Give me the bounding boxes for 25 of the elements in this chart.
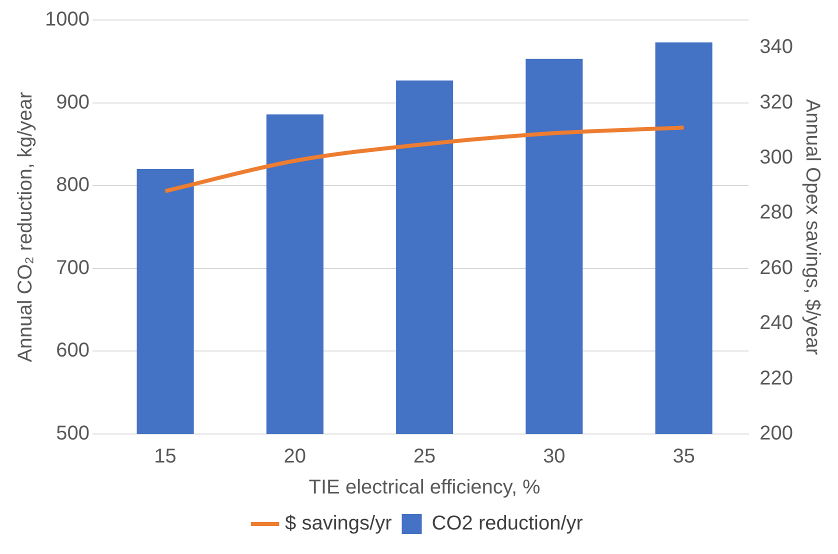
y-tick-label: 800	[56, 174, 90, 196]
legend-label: $ savings/yr	[285, 512, 392, 535]
x-tick-label: 35	[672, 446, 695, 468]
y2-tick-label: 340	[760, 36, 794, 58]
y2-tick-label: 320	[760, 91, 794, 114]
x-tick-label: 25	[413, 446, 436, 468]
x-axis-title: TIE electrical efficiency, %	[308, 476, 541, 499]
y2-tick-label: 260	[760, 256, 794, 279]
y2-tick-label: 280	[760, 202, 794, 224]
y-tick-label: 1000	[44, 8, 90, 31]
x-tick-label: 15	[154, 446, 176, 468]
y-tick-label: 900	[56, 91, 90, 114]
x-tick-label: 20	[284, 446, 306, 468]
y2-tick-label: 220	[760, 367, 794, 390]
x-tick-label: 30	[543, 446, 566, 468]
y-tick-label: 500	[56, 422, 90, 445]
legend-label: CO2 reduction/yr	[432, 512, 584, 535]
line-series	[163, 126, 686, 194]
y2-tick-label: 200	[760, 422, 794, 445]
y2-tick-label: 240	[760, 312, 794, 334]
y-axis-title: Annual CO₂ reduction, kg/year	[14, 92, 37, 362]
y-tick-label: 700	[56, 256, 90, 279]
y2-tick-label: 300	[760, 146, 794, 169]
y-tick-label: 600	[56, 340, 90, 362]
y2-axis-title: Annual Opex savings, $/year	[801, 99, 824, 356]
